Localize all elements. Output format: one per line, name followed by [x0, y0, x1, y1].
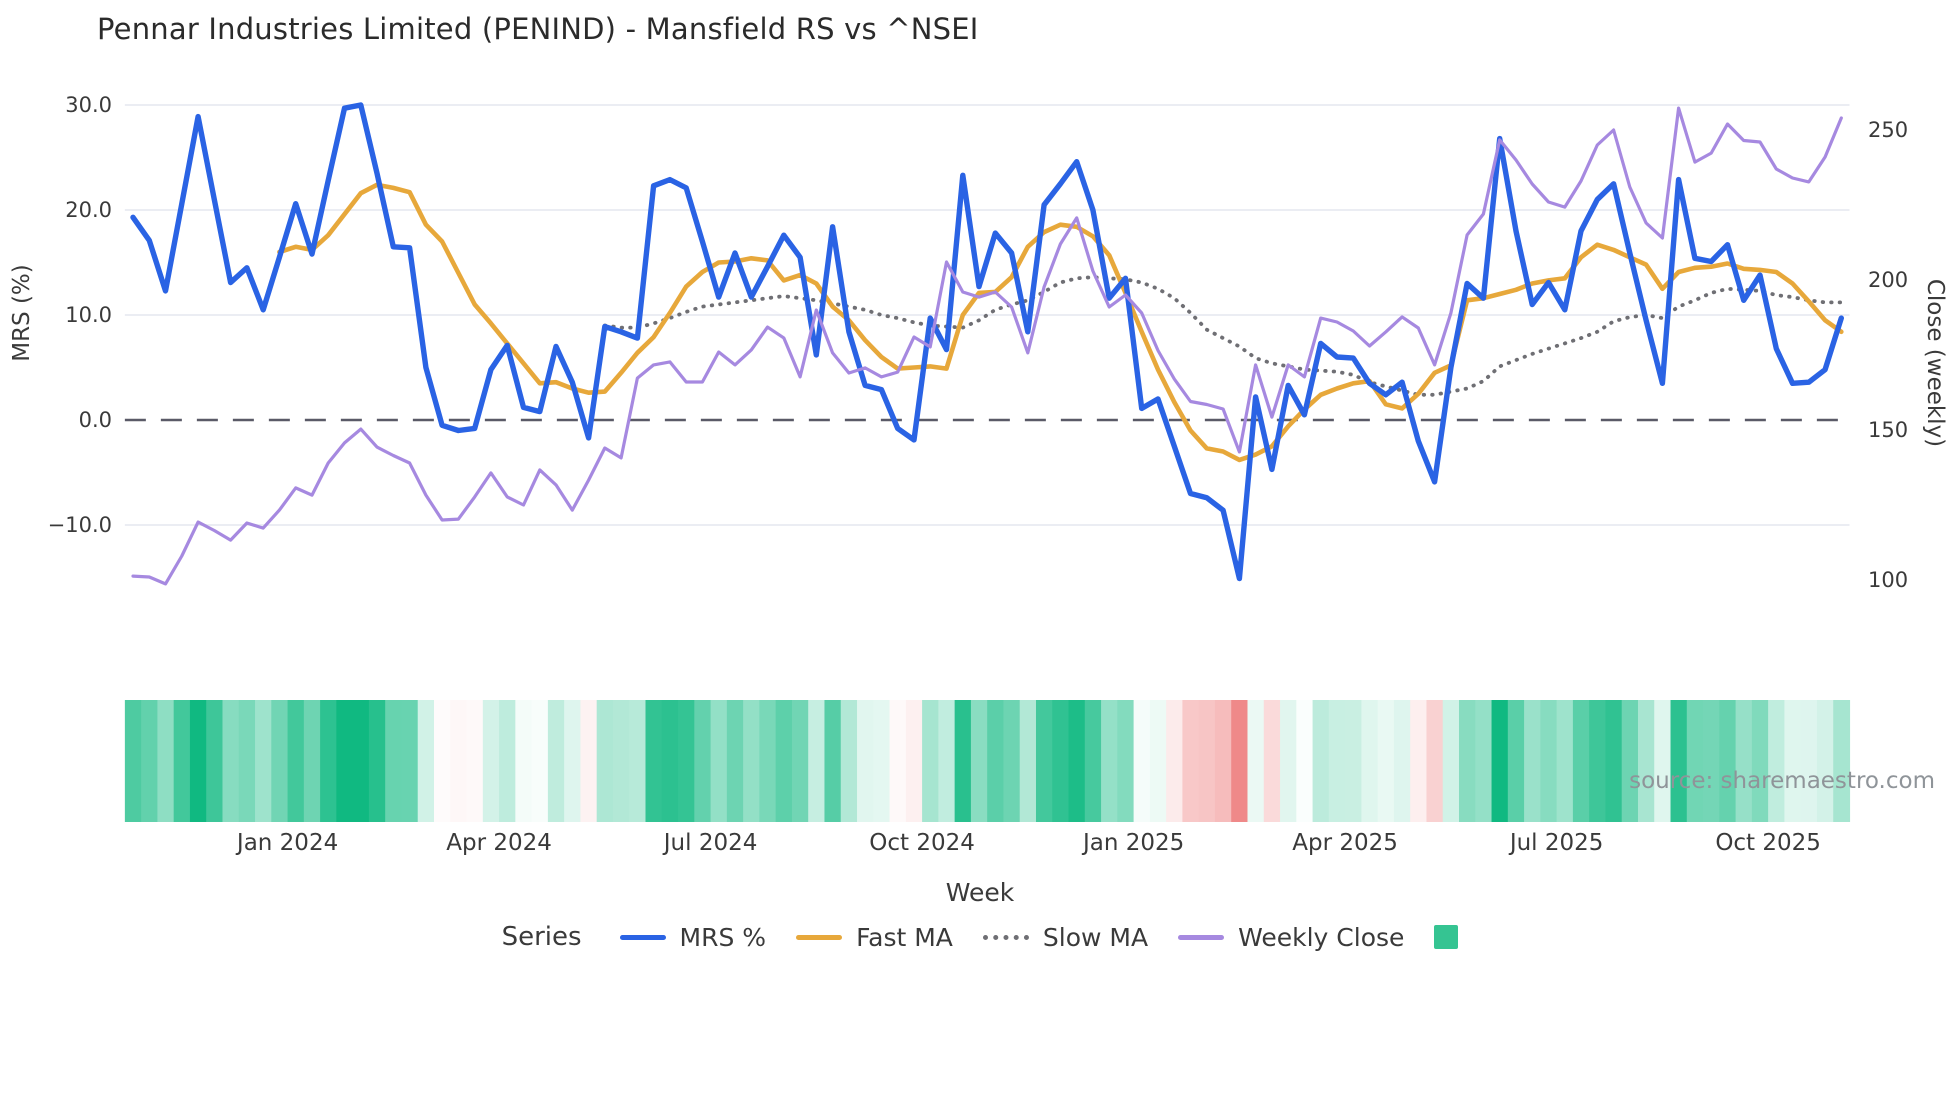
heatmap-swatch-icon	[1434, 925, 1459, 949]
right-axis-title: Close (weekly)	[1922, 278, 1948, 448]
right-axis-tick: 150	[1868, 418, 1909, 442]
left-axis-title: MRS (%)	[9, 264, 35, 362]
fast-ma-line-swatch-icon	[796, 934, 843, 940]
legend-item-label: Fast MA	[856, 922, 953, 952]
left-axis-tick: 0.0	[78, 408, 112, 432]
x-axis-tick: Apr 2025	[1292, 830, 1398, 856]
left-axis-tick: 30.0	[65, 93, 112, 117]
page-title: Pennar Industries Limited (PENIND) - Man…	[97, 12, 979, 46]
legend-item-weekly-close: Weekly Close	[1178, 923, 1404, 952]
right-axis-tick: 200	[1868, 268, 1909, 292]
right-axis-tick: 250	[1868, 118, 1909, 142]
legend-item-slow-ma: Slow MA	[982, 922, 1149, 952]
legend-item-label: Slow MA	[1042, 922, 1149, 952]
left-axis-tick: −10.0	[47, 513, 112, 537]
legend: Series MRS % Fast MA Slow MA Weekly Clos…	[0, 922, 1960, 952]
legend-item-heatmap	[1434, 925, 1459, 949]
legend-title: Series	[501, 922, 582, 952]
legend-item-fast-ma: Fast MA	[796, 923, 953, 952]
x-axis-tick: Jan 2025	[1082, 830, 1185, 856]
legend-item-label: Weekly Close	[1238, 922, 1405, 952]
right-axis-tick: 100	[1868, 568, 1909, 592]
x-axis-tick: Apr 2024	[446, 830, 552, 856]
x-axis-tick: Jul 2024	[663, 830, 758, 856]
x-axis-tick: Oct 2024	[869, 830, 975, 856]
left-axis-tick: 20.0	[65, 198, 112, 222]
mrs-line-swatch-icon	[619, 934, 666, 940]
slow-ma-dotted-swatch-icon	[982, 934, 1029, 940]
x-axis-tick: Jan 2024	[236, 830, 339, 856]
weekly-close-line-swatch-icon	[1178, 934, 1225, 940]
left-axis-tick: 10.0	[65, 303, 112, 327]
source-watermark: source: sharemaestro.com	[1629, 768, 1935, 794]
legend-item-mrs: MRS %	[619, 922, 767, 952]
legend-item-label: MRS %	[679, 922, 767, 952]
x-axis-tick: Jul 2025	[1509, 830, 1604, 856]
x-axis-title: Week	[945, 878, 1015, 907]
x-axis-tick: Oct 2025	[1715, 830, 1821, 856]
